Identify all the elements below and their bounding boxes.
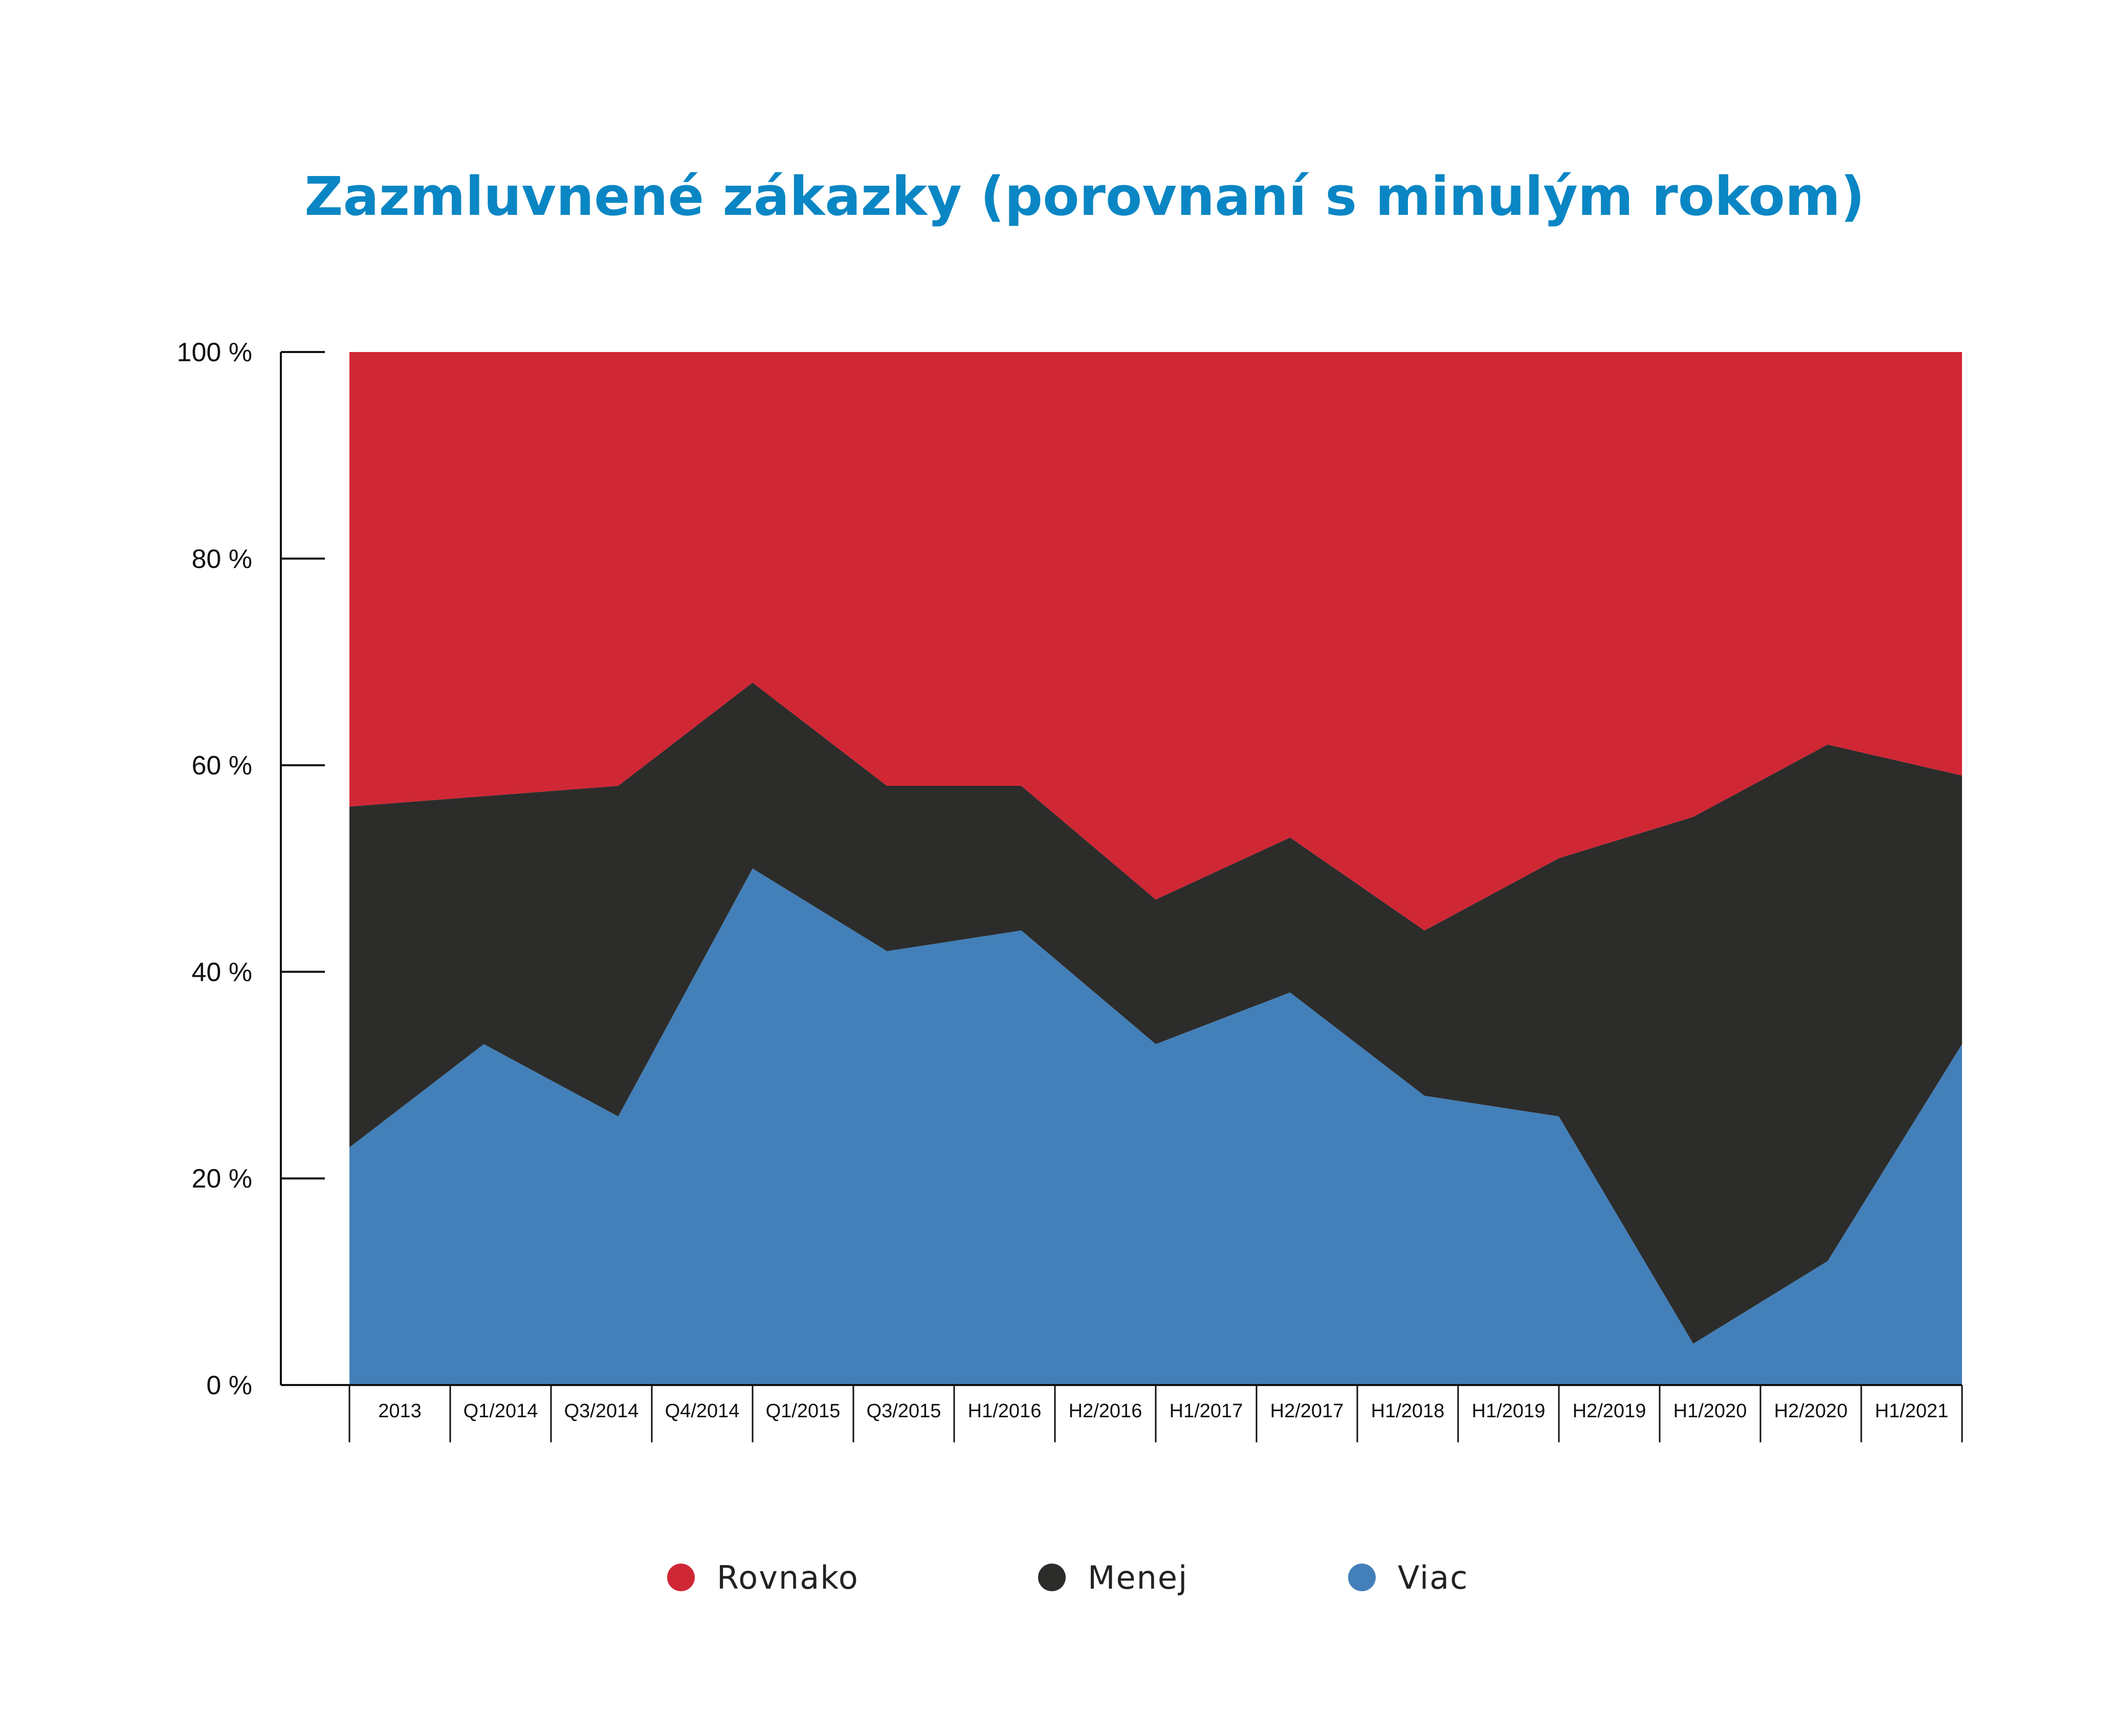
area-rovnako — [349, 352, 1962, 931]
x-tick-label: Q3/2014 — [564, 1400, 639, 1422]
legend-item-rovnako: Rovnako — [667, 1559, 859, 1596]
y-tick-label: 0 % — [206, 1371, 252, 1400]
x-tick-label: H2/2019 — [1573, 1400, 1646, 1422]
y-tick-label: 100 % — [177, 338, 252, 367]
y-tick-label: 80 % — [191, 544, 252, 574]
x-tick-label: H2/2017 — [1270, 1400, 1344, 1422]
x-tick-label: H1/2021 — [1875, 1400, 1949, 1422]
legend-item-menej: Menej — [1038, 1559, 1188, 1596]
legend-marker — [1038, 1564, 1066, 1591]
legend-label: Menej — [1088, 1559, 1188, 1596]
x-tick-label: H1/2017 — [1170, 1400, 1243, 1422]
x-tick-label: Q1/2015 — [766, 1400, 841, 1422]
legend-marker — [1348, 1564, 1376, 1591]
legend-item-viac: Viac — [1348, 1559, 1468, 1596]
x-tick-label: H1/2019 — [1472, 1400, 1546, 1422]
area-menej — [349, 683, 1962, 1344]
x-tick-label: 2013 — [378, 1400, 422, 1422]
x-tick-label: Q3/2015 — [867, 1400, 941, 1422]
y-tick-label: 20 % — [191, 1164, 252, 1194]
y-tick-label: 60 % — [191, 751, 252, 781]
x-tick-label: Q4/2014 — [665, 1400, 740, 1422]
legend-label: Viac — [1398, 1559, 1468, 1596]
y-tick-label: 40 % — [191, 957, 252, 987]
area-viac — [349, 868, 1962, 1385]
legend-marker — [667, 1564, 695, 1591]
chart-title: Zazmluvnené zákazky (porovnaní s minulým… — [304, 165, 1865, 228]
x-tick-label: H2/2016 — [1069, 1400, 1142, 1422]
x-tick-label: H1/2018 — [1371, 1400, 1445, 1422]
x-tick-label: H1/2020 — [1673, 1400, 1747, 1422]
x-tick-label: Q1/2014 — [464, 1400, 538, 1422]
legend-label: Rovnako — [717, 1559, 859, 1596]
x-tick-label: H2/2020 — [1774, 1400, 1848, 1422]
x-tick-label: H1/2016 — [968, 1400, 1042, 1422]
